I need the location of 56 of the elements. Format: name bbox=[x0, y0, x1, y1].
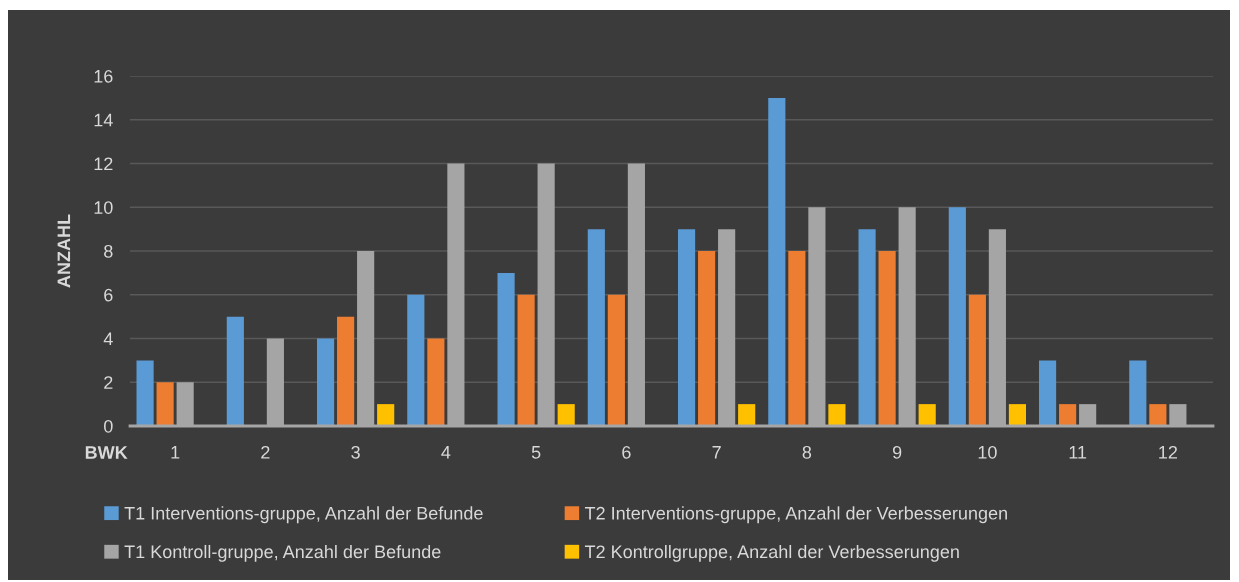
bar bbox=[377, 404, 395, 426]
y-tick-label: 10 bbox=[94, 201, 113, 214]
bar bbox=[858, 229, 876, 426]
bar bbox=[698, 251, 716, 426]
bar bbox=[587, 229, 605, 426]
bar bbox=[828, 404, 846, 426]
x-tick-label: 9 bbox=[892, 445, 902, 459]
bar bbox=[768, 97, 786, 426]
y-tick-label: 4 bbox=[103, 332, 113, 346]
bar bbox=[557, 404, 575, 426]
y-tick-label: 16 bbox=[94, 69, 113, 83]
y-axis-title: ANZAHL bbox=[57, 214, 71, 288]
bar bbox=[607, 294, 625, 426]
bar bbox=[948, 207, 966, 426]
y-tick-label: 8 bbox=[104, 244, 113, 258]
bar bbox=[497, 272, 515, 426]
bar bbox=[1129, 360, 1147, 426]
x-tick-label: 7 bbox=[712, 446, 721, 459]
legend-label: T2 Kontrollgruppe, Anzahl der Verbesserungen bbox=[584, 544, 959, 562]
legend-label: T2 Interventions-gruppe, Anzahl der Verbesserungen bbox=[584, 506, 1007, 524]
y-tick-label: 2 bbox=[104, 376, 113, 389]
y-tick-label: 12 bbox=[94, 157, 113, 171]
x-tick-label: 2 bbox=[261, 445, 270, 459]
bar bbox=[1149, 404, 1167, 426]
bar bbox=[226, 316, 244, 426]
legend-label: T1 Interventions-gruppe, Anzahl der Befunde bbox=[124, 506, 483, 524]
bar bbox=[317, 338, 335, 426]
bar bbox=[156, 382, 174, 426]
x-tick-label: 3 bbox=[351, 445, 360, 459]
bar bbox=[407, 294, 425, 426]
bar bbox=[1008, 404, 1026, 426]
bar bbox=[427, 338, 445, 426]
bar bbox=[968, 294, 986, 426]
bar bbox=[918, 404, 936, 426]
bar bbox=[136, 360, 154, 426]
bar bbox=[517, 294, 535, 426]
x-tick-label: 12 bbox=[1159, 445, 1178, 459]
bar bbox=[1039, 360, 1057, 426]
x-tick-label: 10 bbox=[978, 445, 997, 459]
y-tick-label: 6 bbox=[104, 288, 113, 302]
bar bbox=[738, 404, 756, 426]
bar bbox=[878, 251, 896, 426]
x-tick-label: 5 bbox=[531, 446, 541, 459]
bar bbox=[1059, 404, 1077, 426]
bar bbox=[788, 251, 806, 426]
x-tick-label: 11 bbox=[1069, 446, 1087, 459]
y-tick-label: 0 bbox=[104, 419, 113, 433]
x-axis-title: BWK bbox=[85, 446, 128, 459]
x-tick-label: 8 bbox=[802, 445, 812, 459]
bar bbox=[678, 229, 696, 426]
x-tick-label: 4 bbox=[441, 446, 451, 459]
bar bbox=[337, 316, 355, 426]
x-tick-label: 1 bbox=[171, 446, 180, 459]
legend-label: T1 Kontroll-gruppe, Anzahl der Befunde bbox=[124, 544, 441, 562]
x-tick-label: 6 bbox=[622, 445, 631, 459]
y-tick-label: 14 bbox=[94, 113, 113, 127]
